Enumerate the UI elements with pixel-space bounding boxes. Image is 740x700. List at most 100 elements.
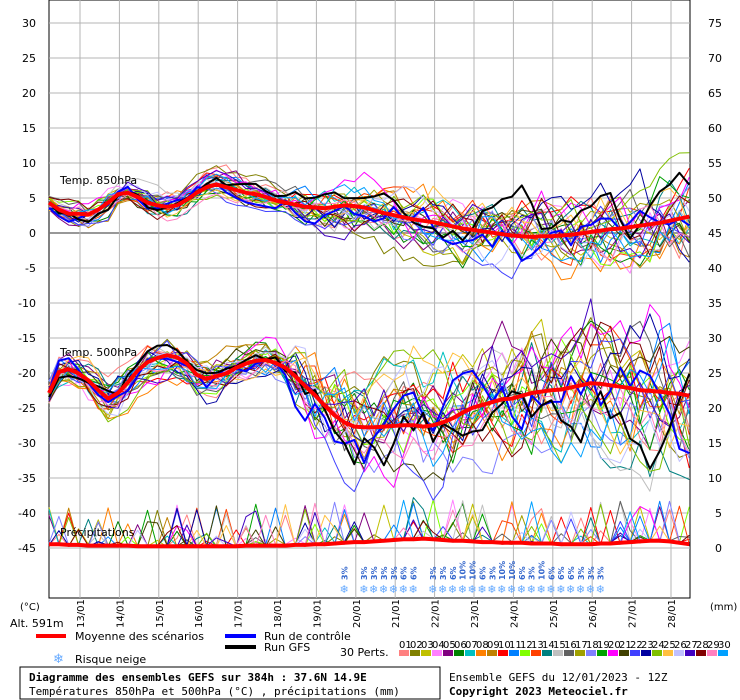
snow-risk-label: 10%	[469, 561, 478, 580]
snow-flake-icon: ❄	[487, 583, 496, 596]
x-tick-date: 24/01	[509, 599, 520, 628]
y-tick-left: -15	[18, 332, 36, 345]
snow-risk-label: 3%	[577, 566, 586, 580]
snow-risk-label: 3%	[360, 566, 369, 580]
snow-risk-label: 6%	[478, 566, 487, 580]
member-swatch	[707, 650, 717, 656]
legend-gfs-label: Run GFS	[264, 641, 310, 654]
x-tick-date: 20/01	[352, 599, 363, 628]
member-swatch	[652, 650, 662, 656]
y-tick-right: 35	[708, 297, 722, 310]
member-t500-line	[48, 355, 690, 461]
member-swatch	[443, 650, 453, 656]
snow-risk-label: 10%	[508, 561, 517, 580]
y-tick-right: 30	[708, 332, 722, 345]
snow-flake-icon: ❄	[527, 583, 536, 596]
y-tick-left: 15	[22, 122, 36, 135]
x-tick-date: 13/01	[76, 599, 87, 628]
member-swatch	[531, 650, 541, 656]
member-swatch	[718, 650, 728, 656]
snow-flake-icon: ❄	[399, 583, 408, 596]
member-number: 12	[520, 640, 533, 651]
member-swatch	[509, 650, 519, 656]
member-swatch	[619, 650, 629, 656]
copyright: Copyright 2023 Meteociel.fr	[449, 685, 628, 698]
mean-precip-line	[49, 536, 690, 549]
member-number: 25	[663, 640, 676, 651]
snow-flake-icon: ❄	[359, 583, 368, 596]
snow-flake-icon: ❄	[556, 583, 565, 596]
mean-t850-line	[47, 182, 690, 239]
chart-subtitle: Températures 850hPa et 500hPa (°C) , pré…	[29, 685, 400, 698]
x-tick-date: 27/01	[628, 599, 639, 628]
y-tick-right: 40	[708, 262, 722, 275]
x-tick-date: 15/01	[155, 599, 166, 628]
x-tick-date: 18/01	[273, 599, 284, 628]
y-tick-left: -20	[18, 367, 36, 380]
snow-risk-label: 10%	[538, 561, 547, 580]
member-t500-line	[48, 349, 690, 472]
member-number: 18	[586, 640, 599, 651]
member-number: 14	[542, 640, 555, 651]
member-number: 21	[619, 640, 632, 651]
member-number: 01	[399, 640, 412, 651]
gfs-t500-line	[48, 344, 691, 470]
y-tick-left: 20	[22, 87, 36, 100]
snow-flake-icon: ❄	[428, 583, 437, 596]
y-tick-left: -5	[25, 262, 36, 275]
panel-label-500: Temp. 500hPa	[59, 346, 137, 359]
member-number: 04	[432, 640, 445, 651]
y-tick-left: -10	[18, 297, 36, 310]
member-swatch	[553, 650, 563, 656]
member-number: 10	[498, 640, 511, 651]
member-t500-line	[48, 337, 690, 467]
y-tick-right: 75	[708, 17, 722, 30]
member-t850-line	[48, 170, 690, 259]
member-swatch	[597, 650, 607, 656]
snow-risk-label: 6%	[449, 566, 458, 580]
snow-risk-label: 3%	[380, 566, 389, 580]
y-tick-right: 70	[708, 52, 722, 65]
snow-flake-icon: ❄	[468, 583, 477, 596]
snow-risk-label: 3%	[370, 566, 379, 580]
snow-risk-label: 6%	[409, 566, 418, 580]
member-swatch	[608, 650, 618, 656]
member-number: 30	[718, 640, 731, 651]
snow-flake-icon: ❄	[586, 583, 595, 596]
member-swatch	[487, 650, 497, 656]
x-tick-date: 26/01	[588, 599, 599, 628]
x-tick-date: 25/01	[549, 599, 560, 628]
y-tick-right: 0	[715, 542, 722, 555]
member-t500-line	[48, 346, 690, 492]
y-tick-left: 25	[22, 52, 36, 65]
member-t500-line	[48, 298, 690, 432]
snow-risk-label: 3%	[439, 566, 448, 580]
member-swatch	[410, 650, 420, 656]
member-swatch	[575, 650, 585, 656]
member-number: 19	[597, 640, 610, 651]
member-number: 24	[652, 640, 665, 651]
snow-flake-icon: ❄	[537, 583, 546, 596]
right-unit: (mm)	[710, 602, 737, 613]
member-number: 28	[696, 640, 709, 651]
snow-risk-label: 10%	[498, 561, 507, 580]
member-number: 07	[465, 640, 478, 651]
member-swatch	[476, 650, 486, 656]
y-tick-right: 60	[708, 122, 722, 135]
y-tick-left: -40	[18, 507, 36, 520]
member-number: 13	[531, 640, 544, 651]
y-tick-right: 15	[708, 437, 722, 450]
snow-flake-icon: ❄	[576, 583, 585, 596]
x-tick-date: 23/01	[470, 599, 481, 628]
member-t850-line	[48, 193, 690, 263]
snow-risk-label: 3%	[488, 566, 497, 580]
member-number: 26	[674, 640, 687, 651]
x-tick-date: 14/01	[115, 599, 126, 628]
y-tick-left: -45	[18, 542, 36, 555]
snow-flake-icon: ❄	[379, 583, 388, 596]
mean-t500-line	[47, 353, 690, 430]
y-tick-right: 10	[708, 472, 722, 485]
legend-snow-label: Risque neige	[75, 653, 146, 666]
panel-label-precip: Précipitations	[60, 526, 135, 539]
y-tick-right: 45	[708, 227, 722, 240]
